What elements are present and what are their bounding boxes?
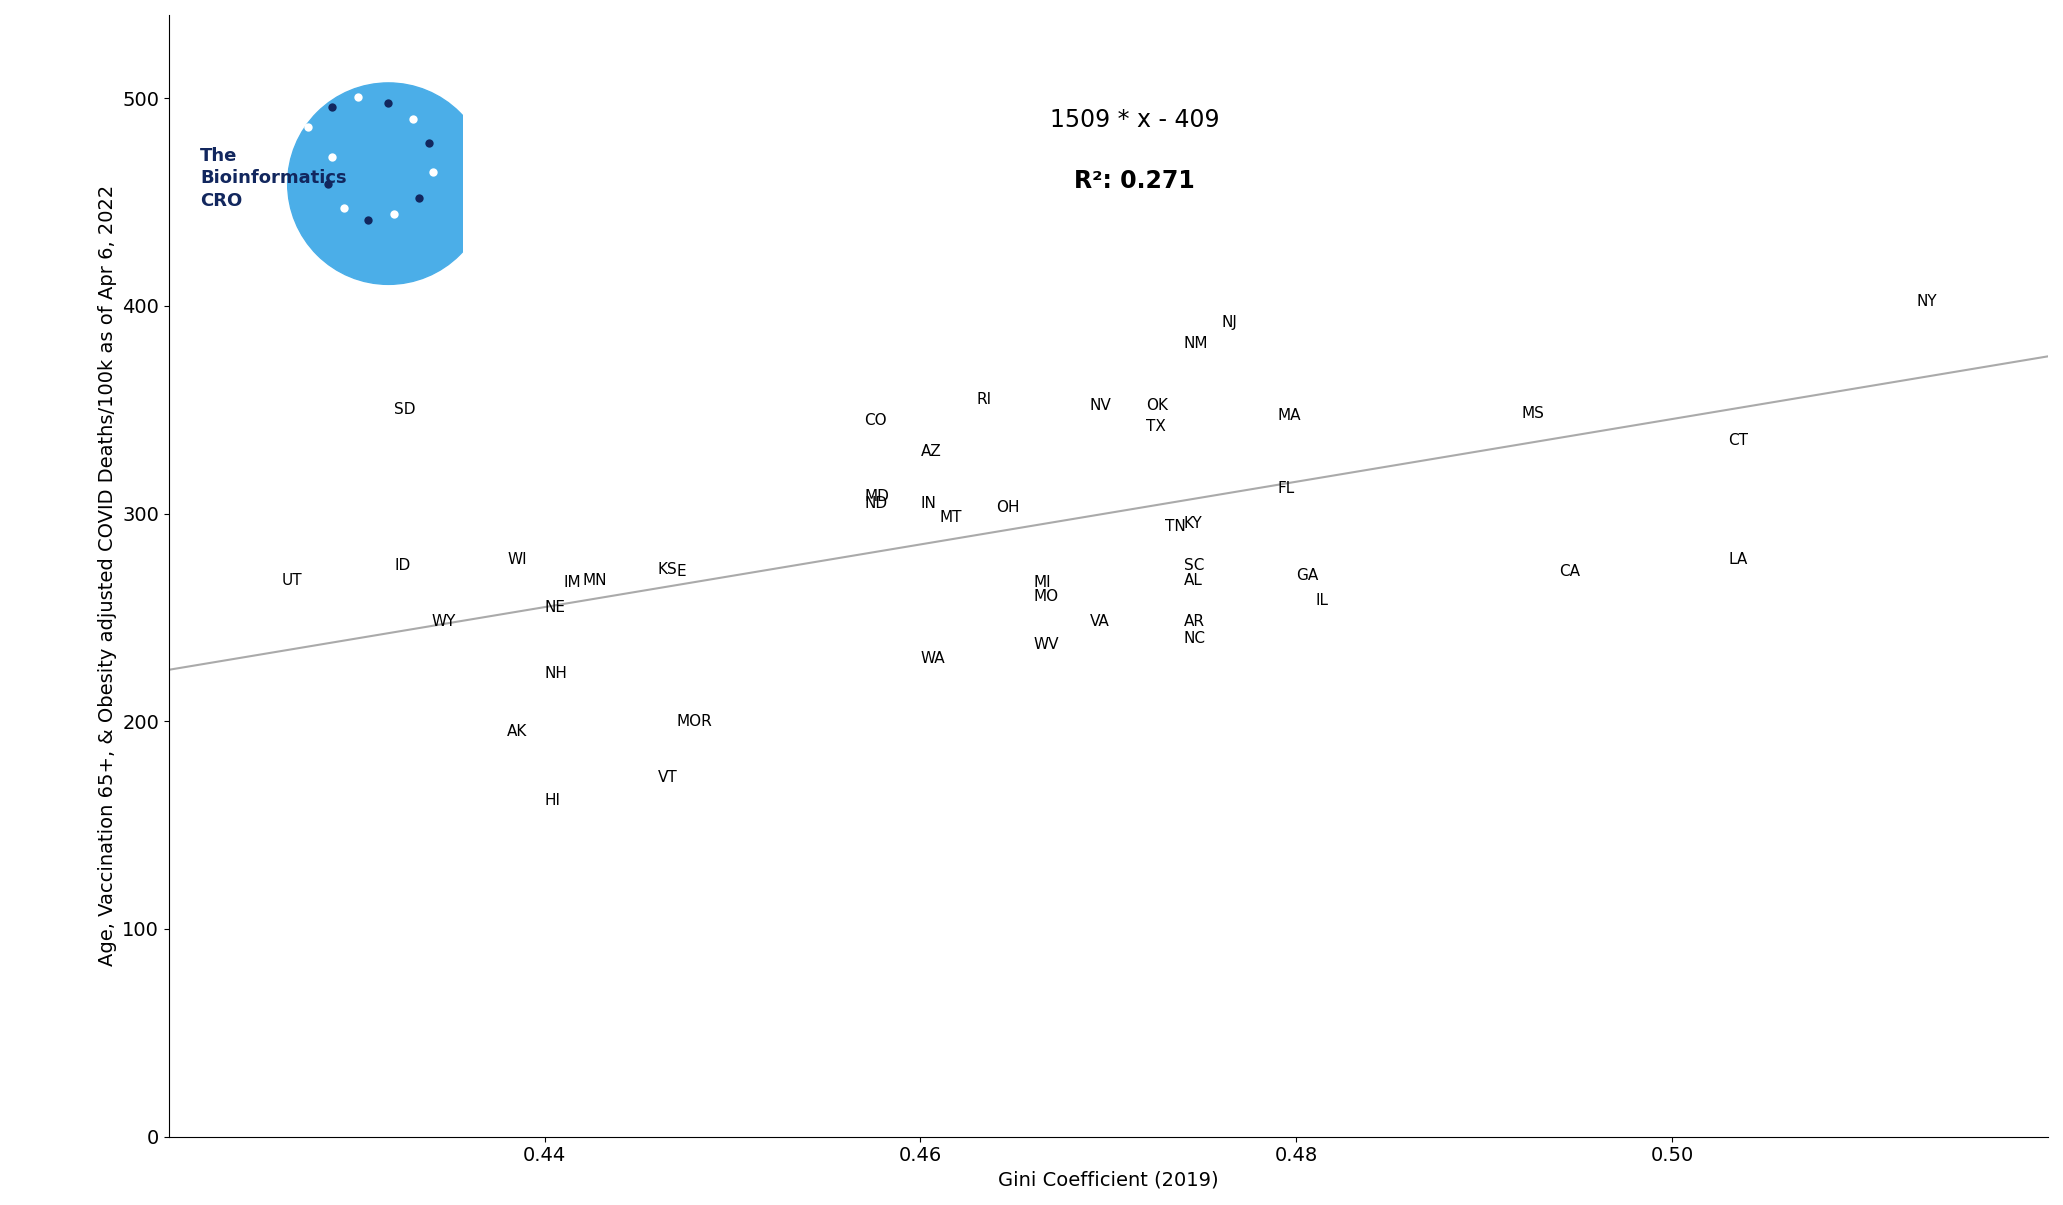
Text: AK: AK bbox=[507, 724, 528, 739]
Text: MS: MS bbox=[1522, 406, 1545, 422]
Text: NM: NM bbox=[1184, 336, 1209, 351]
Text: NH: NH bbox=[545, 666, 567, 681]
Circle shape bbox=[287, 83, 489, 284]
Text: 1509 * x - 409: 1509 * x - 409 bbox=[1050, 108, 1219, 133]
Text: RI: RI bbox=[978, 392, 992, 407]
Text: R²: 0.271: R²: 0.271 bbox=[1075, 169, 1194, 193]
Text: MOR: MOR bbox=[677, 713, 712, 729]
Text: SD: SD bbox=[394, 402, 417, 417]
Text: ND: ND bbox=[864, 495, 887, 511]
Y-axis label: Age, Vaccination 65+, & Obesity adjusted COVID Deaths/100k as of Apr 6, 2022: Age, Vaccination 65+, & Obesity adjusted… bbox=[97, 186, 116, 966]
Text: AZ: AZ bbox=[920, 443, 941, 459]
Text: WA: WA bbox=[920, 652, 945, 666]
Text: CA: CA bbox=[1560, 564, 1580, 580]
Text: VA: VA bbox=[1089, 615, 1110, 629]
Text: NY: NY bbox=[1917, 294, 1937, 310]
Text: MT: MT bbox=[939, 510, 961, 525]
Text: NE: NE bbox=[545, 600, 565, 615]
Text: IN: IN bbox=[920, 495, 937, 511]
Text: SC: SC bbox=[1184, 558, 1205, 572]
Text: WV: WV bbox=[1034, 637, 1058, 652]
Text: OH: OH bbox=[996, 500, 1019, 515]
Text: KS: KS bbox=[658, 562, 677, 577]
Text: CT: CT bbox=[1729, 434, 1749, 448]
Text: TX: TX bbox=[1145, 419, 1166, 434]
Text: The
Bioinformatics
CRO: The Bioinformatics CRO bbox=[200, 147, 347, 210]
Text: NC: NC bbox=[1184, 630, 1205, 646]
Text: FL: FL bbox=[1277, 481, 1296, 496]
Text: VT: VT bbox=[658, 770, 677, 784]
Text: IM: IM bbox=[563, 575, 582, 589]
Text: NJ: NJ bbox=[1221, 315, 1238, 330]
Text: ID: ID bbox=[394, 558, 411, 572]
Text: NV: NV bbox=[1089, 398, 1112, 413]
Text: WY: WY bbox=[431, 615, 456, 629]
Text: WI: WI bbox=[507, 552, 526, 566]
Text: KY: KY bbox=[1184, 517, 1203, 531]
Text: IL: IL bbox=[1314, 593, 1329, 609]
Text: MA: MA bbox=[1277, 408, 1302, 423]
Text: AL: AL bbox=[1184, 572, 1203, 588]
Text: UT: UT bbox=[281, 572, 301, 588]
Text: TN: TN bbox=[1166, 518, 1186, 534]
Text: MD: MD bbox=[864, 489, 889, 505]
Text: MO: MO bbox=[1034, 589, 1058, 604]
Text: GA: GA bbox=[1296, 569, 1318, 583]
Text: CO: CO bbox=[864, 412, 887, 428]
Text: E: E bbox=[677, 564, 685, 580]
Text: LA: LA bbox=[1729, 552, 1747, 566]
Text: MI: MI bbox=[1034, 575, 1050, 589]
Text: HI: HI bbox=[545, 793, 561, 807]
X-axis label: Gini Coefficient (2019): Gini Coefficient (2019) bbox=[998, 1171, 1219, 1191]
Text: OK: OK bbox=[1145, 398, 1168, 413]
Text: AR: AR bbox=[1184, 615, 1205, 629]
Text: MN: MN bbox=[582, 572, 607, 588]
